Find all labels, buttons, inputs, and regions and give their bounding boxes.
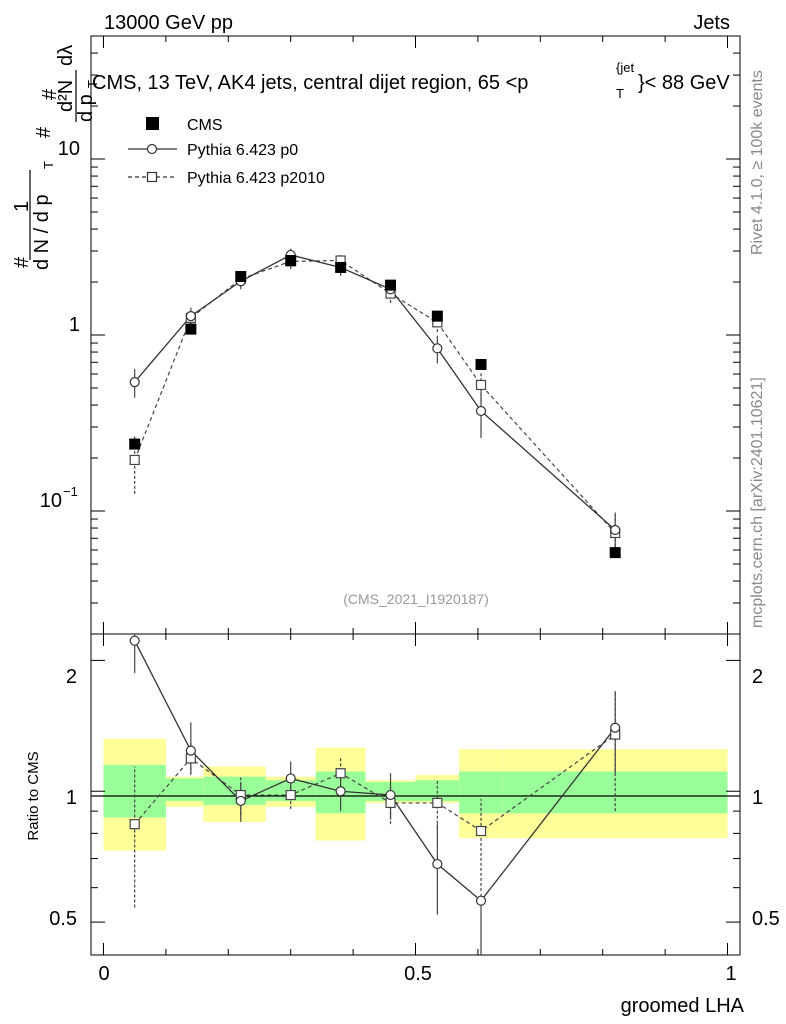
cms-point bbox=[609, 547, 621, 559]
ratio-p2010-point bbox=[475, 825, 487, 837]
legend-p2010-marker bbox=[146, 171, 158, 183]
legend-p0-marker bbox=[146, 143, 158, 155]
p0-point bbox=[129, 376, 140, 388]
ylabel-hash-2: # bbox=[33, 126, 55, 138]
legend-p0-label: Pythia 6.423 p0 bbox=[187, 142, 298, 159]
cms-point bbox=[285, 255, 297, 267]
title-sup: {jet bbox=[616, 60, 634, 75]
legend-cms-label: CMS bbox=[187, 117, 223, 134]
upper-ytick-0p1-exp: −1 bbox=[63, 484, 78, 499]
header-right: Jets bbox=[693, 12, 730, 34]
ratio-p0-point bbox=[475, 895, 487, 906]
ylabel-frac2-den: d p bbox=[75, 94, 97, 122]
ylabel-hash-3: # bbox=[39, 88, 61, 100]
analysis-id: (CMS_2021_I1920187) bbox=[343, 591, 489, 607]
lower-ytick-2-right: 2 bbox=[752, 666, 763, 688]
upper-ytick-1: 1 bbox=[69, 314, 80, 336]
green-band bbox=[459, 771, 503, 814]
ylabel-frac2-tail: dλ bbox=[55, 45, 77, 66]
green-band bbox=[502, 771, 728, 814]
cms-point bbox=[335, 261, 347, 273]
cms-point bbox=[185, 323, 197, 335]
xlabel: groomed LHA bbox=[621, 995, 745, 1017]
p0-line bbox=[134, 254, 616, 531]
lower-plot-area bbox=[129, 634, 621, 955]
lower-ylabel: Ratio to CMS bbox=[25, 751, 42, 840]
xtick-0p5: 0.5 bbox=[404, 963, 432, 985]
cms-point bbox=[235, 270, 247, 282]
lower-ytick-1-left: 1 bbox=[66, 787, 77, 809]
xtick-0: 0 bbox=[98, 963, 109, 985]
ratio-p0-point bbox=[385, 789, 396, 801]
ratio-p2010-point bbox=[335, 768, 346, 779]
rivet-label: Rivet 4.1.0, ≥ 100k events bbox=[749, 70, 766, 255]
ratio-p0-point bbox=[129, 635, 140, 646]
p2010-line bbox=[134, 259, 616, 534]
ratio-p0-point bbox=[285, 773, 296, 784]
p2010-point bbox=[475, 379, 487, 391]
ylabel-frac2-num: d²N bbox=[55, 80, 77, 112]
title-tail: }< 88 GeV bbox=[638, 72, 730, 94]
legend: CMS Pythia 6.423 p0 Pythia 6.423 p2010 bbox=[128, 117, 325, 187]
lower-ytick-0p5-left: 0.5 bbox=[49, 908, 77, 930]
ratio-p0-point bbox=[235, 795, 246, 807]
lower-axis-ticks bbox=[91, 634, 740, 955]
legend-cms-marker bbox=[146, 117, 159, 130]
upper-plot-area bbox=[129, 248, 621, 559]
xtick-1: 1 bbox=[725, 963, 736, 985]
cms-point bbox=[431, 310, 443, 322]
upper-ytick-10: 10 bbox=[58, 138, 80, 160]
legend-p2010-label: Pythia 6.423 p2010 bbox=[187, 170, 325, 187]
ratio-p0-point bbox=[432, 858, 443, 870]
ratio-p2010-point bbox=[129, 819, 140, 830]
cms-point bbox=[475, 358, 487, 370]
ratio-p0-point bbox=[335, 786, 346, 797]
ylabel-hash-1: # bbox=[11, 256, 33, 268]
ratio-p0-point bbox=[185, 745, 196, 756]
lower-ytick-0p5-right: 0.5 bbox=[752, 908, 780, 930]
ratio-p2010-point bbox=[285, 789, 296, 801]
ratio-p2010-point bbox=[432, 797, 443, 809]
green-band bbox=[165, 778, 204, 801]
uncertainty-bands bbox=[103, 738, 728, 851]
upper-ytick-0p1-base: 10 bbox=[40, 490, 62, 512]
p0-point bbox=[610, 524, 621, 536]
p0-point bbox=[475, 405, 487, 417]
plot-title: CMS, 13 TeV, AK4 jets, central dijet reg… bbox=[92, 60, 730, 101]
cms-point bbox=[385, 279, 397, 291]
ylabel-frac2-sub: T bbox=[85, 80, 100, 88]
lower-ytick-1-right: 1 bbox=[752, 787, 763, 809]
ratio-p0-point bbox=[610, 722, 621, 733]
p0-point bbox=[185, 311, 196, 322]
p0-point bbox=[432, 343, 443, 354]
upper-ylabel: # 1 d N / d p T # d²N # d p T dλ bbox=[11, 45, 100, 270]
ylabel-frac1-den: d N / d p bbox=[31, 194, 53, 270]
title-sub: T bbox=[616, 86, 624, 101]
p2010-point bbox=[129, 454, 140, 466]
ylabel-frac1-num: 1 bbox=[11, 201, 33, 212]
ylabel-frac1-sub: T bbox=[41, 161, 56, 169]
cms-point bbox=[129, 438, 141, 450]
header-left: 13000 GeV pp bbox=[104, 12, 233, 34]
title-main: CMS, 13 TeV, AK4 jets, central dijet reg… bbox=[92, 72, 528, 94]
lower-ytick-2-left: 2 bbox=[66, 666, 77, 688]
upper-axis-ticks bbox=[91, 35, 740, 635]
mcplots-label: mcplots.cern.ch [arXiv:2401.10621] bbox=[749, 377, 766, 628]
